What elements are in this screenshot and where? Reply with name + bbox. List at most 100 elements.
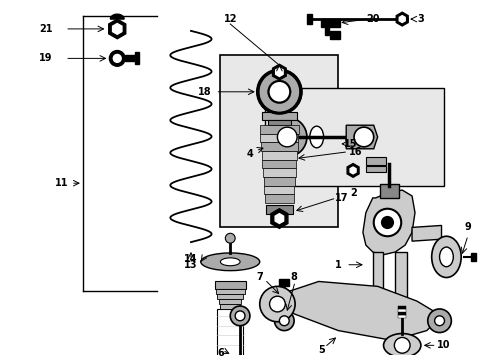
Text: 12: 12 [223, 14, 237, 24]
Bar [265, 205, 292, 213]
Polygon shape [365, 166, 385, 172]
Polygon shape [365, 157, 385, 165]
Bar [264, 194, 293, 203]
Bar [261, 112, 297, 120]
Polygon shape [125, 55, 135, 61]
Polygon shape [275, 213, 283, 224]
Polygon shape [320, 19, 340, 27]
Polygon shape [257, 70, 301, 113]
Circle shape [353, 127, 373, 147]
Polygon shape [279, 279, 288, 286]
Text: 15: 15 [344, 139, 357, 149]
Text: 6: 6 [217, 348, 224, 358]
Polygon shape [267, 117, 306, 157]
Text: 16: 16 [348, 147, 362, 157]
Text: 7: 7 [256, 271, 263, 282]
Polygon shape [397, 309, 406, 312]
Polygon shape [135, 53, 139, 64]
Text: 8: 8 [290, 271, 297, 282]
Text: 21: 21 [39, 24, 52, 34]
Bar [267, 120, 290, 125]
Text: 19: 19 [39, 53, 52, 63]
Ellipse shape [220, 258, 240, 266]
Text: 9: 9 [464, 222, 470, 233]
Polygon shape [346, 163, 358, 177]
Circle shape [274, 311, 293, 330]
Circle shape [393, 337, 409, 353]
Text: 5: 5 [318, 345, 325, 355]
Circle shape [109, 50, 125, 66]
Circle shape [277, 127, 297, 147]
Bar [261, 151, 297, 160]
Text: 3: 3 [417, 14, 424, 24]
Polygon shape [274, 282, 441, 341]
Text: 13: 13 [184, 260, 197, 270]
Text: 4: 4 [246, 149, 253, 159]
Ellipse shape [309, 126, 323, 148]
Polygon shape [365, 308, 414, 324]
Polygon shape [362, 190, 414, 255]
Polygon shape [110, 14, 124, 19]
Polygon shape [270, 209, 287, 228]
Polygon shape [470, 253, 475, 261]
Bar [215, 289, 244, 294]
Bar [217, 309, 243, 360]
Polygon shape [394, 252, 407, 316]
Bar [261, 143, 297, 151]
Bar [263, 177, 294, 186]
Polygon shape [397, 315, 406, 318]
Bar [264, 186, 294, 194]
Bar [214, 282, 245, 289]
Ellipse shape [431, 236, 460, 278]
Polygon shape [397, 306, 406, 309]
Polygon shape [398, 15, 405, 23]
Bar [260, 134, 298, 143]
Circle shape [279, 316, 288, 326]
Polygon shape [306, 14, 311, 24]
Polygon shape [372, 252, 382, 316]
Circle shape [381, 217, 392, 228]
Circle shape [269, 296, 285, 312]
Bar [219, 299, 241, 304]
Polygon shape [268, 81, 289, 103]
Text: 20: 20 [365, 14, 379, 24]
Ellipse shape [201, 253, 259, 271]
Circle shape [373, 209, 401, 236]
Text: 11: 11 [54, 178, 68, 188]
Ellipse shape [439, 247, 452, 267]
Polygon shape [275, 68, 283, 76]
Ellipse shape [383, 333, 420, 357]
Polygon shape [411, 225, 441, 241]
Circle shape [230, 306, 249, 326]
Polygon shape [346, 125, 377, 149]
Text: 18: 18 [198, 87, 211, 97]
Polygon shape [272, 64, 285, 80]
Polygon shape [330, 31, 340, 39]
Circle shape [235, 311, 244, 321]
Text: 14: 14 [184, 254, 197, 264]
Circle shape [259, 286, 294, 322]
Polygon shape [324, 27, 328, 35]
Polygon shape [395, 12, 407, 26]
Bar [217, 294, 243, 299]
Bar [259, 125, 299, 134]
Circle shape [267, 117, 306, 157]
Bar [264, 88, 444, 186]
Circle shape [113, 54, 121, 62]
Polygon shape [397, 312, 406, 315]
Polygon shape [108, 19, 125, 39]
Polygon shape [112, 23, 122, 34]
Circle shape [427, 309, 450, 333]
Circle shape [434, 316, 444, 326]
Bar [220, 304, 240, 309]
Circle shape [225, 233, 235, 243]
Bar [263, 168, 295, 177]
Text: 2: 2 [350, 188, 357, 198]
Bar [262, 160, 296, 168]
Bar [220, 55, 338, 228]
Text: 1: 1 [334, 260, 341, 270]
Text: 10: 10 [436, 340, 449, 350]
Polygon shape [379, 184, 399, 198]
Text: 17: 17 [334, 193, 347, 203]
Polygon shape [349, 167, 355, 174]
